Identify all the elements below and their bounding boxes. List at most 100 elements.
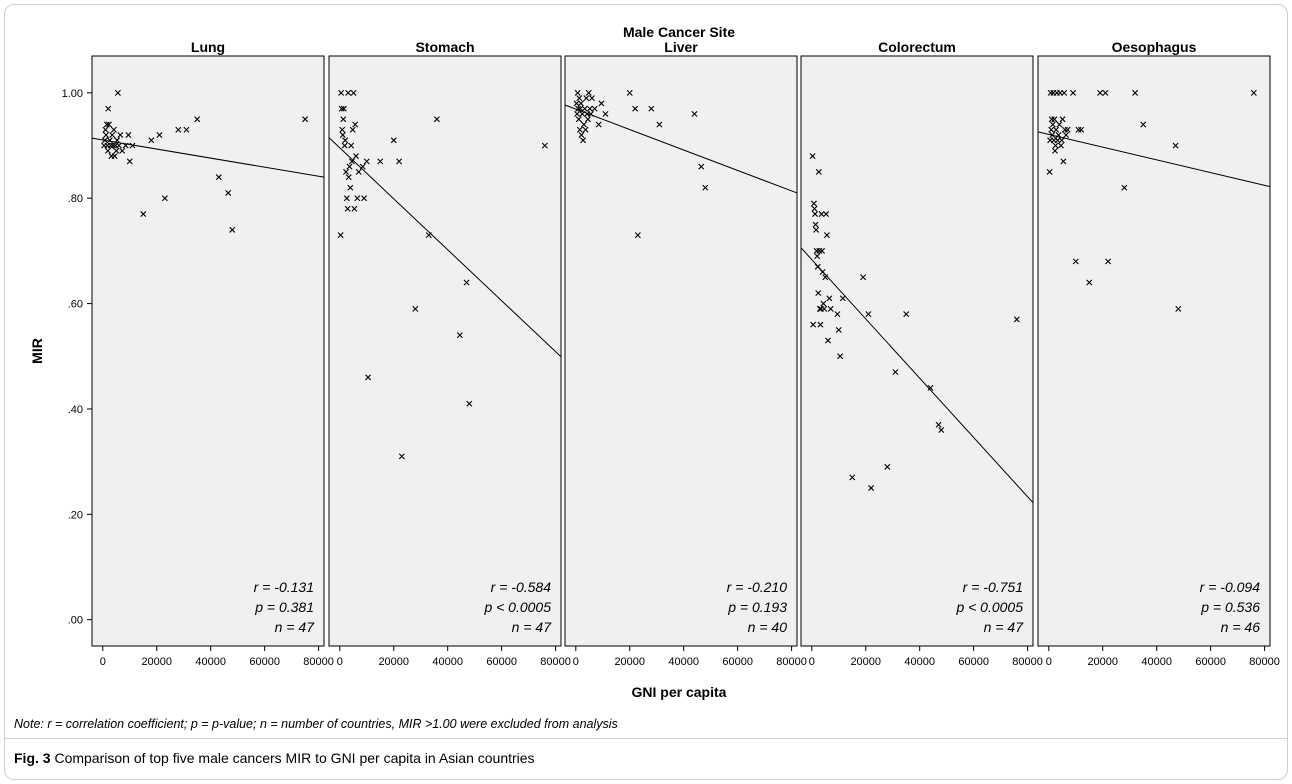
point-lung bbox=[215, 174, 222, 181]
point-colorectum bbox=[819, 268, 826, 275]
point-liver bbox=[587, 110, 594, 117]
point-liver bbox=[591, 105, 598, 112]
x-tick-label-stomach: 0 bbox=[337, 656, 343, 668]
point-liver bbox=[576, 126, 583, 133]
point-liver bbox=[582, 126, 589, 133]
point-liver bbox=[574, 110, 581, 117]
point-lung bbox=[125, 132, 132, 139]
point-oesophagus bbox=[1250, 89, 1257, 96]
x-tick-label-oesophagus: 80000 bbox=[1249, 656, 1280, 668]
point-oesophagus bbox=[1070, 89, 1077, 96]
point-stomach bbox=[345, 89, 352, 96]
point-liver bbox=[584, 116, 591, 123]
point-colorectum bbox=[837, 353, 844, 360]
point-colorectum bbox=[826, 295, 833, 302]
point-stomach bbox=[463, 279, 470, 286]
fit-line-lung bbox=[91, 137, 325, 178]
point-colorectum bbox=[839, 295, 846, 302]
point-liver bbox=[588, 95, 595, 102]
point-stomach bbox=[352, 121, 359, 128]
point-oesophagus bbox=[1175, 305, 1182, 312]
point-stomach bbox=[348, 142, 355, 149]
x-tick-label-liver: 20000 bbox=[614, 656, 645, 668]
x-tick-label-colorectum: 60000 bbox=[958, 656, 989, 668]
point-lung bbox=[113, 147, 120, 154]
point-liver bbox=[702, 184, 709, 191]
stat-oesophagus-0: r = -0.094 bbox=[1200, 579, 1261, 595]
fit-line-colorectum bbox=[800, 247, 1034, 504]
x-tick-label-colorectum: 40000 bbox=[904, 656, 935, 668]
point-stomach bbox=[352, 153, 359, 160]
point-lung bbox=[126, 158, 133, 165]
point-oesophagus bbox=[1072, 258, 1079, 265]
point-oesophagus bbox=[1052, 147, 1058, 154]
point-oesophagus bbox=[1105, 258, 1112, 265]
point-lung bbox=[110, 142, 117, 149]
fit-line-oesophagus bbox=[1037, 131, 1271, 188]
point-oesophagus bbox=[1097, 89, 1104, 96]
caption-divider bbox=[5, 738, 1287, 739]
point-lung bbox=[105, 105, 112, 112]
point-stomach bbox=[343, 168, 349, 175]
point-stomach bbox=[433, 116, 440, 123]
x-tick-label-lung: 60000 bbox=[249, 656, 280, 668]
point-colorectum bbox=[860, 274, 867, 281]
point-oesophagus bbox=[1046, 168, 1053, 175]
panel-title-lung: Lung bbox=[191, 39, 225, 55]
point-stomach bbox=[350, 89, 357, 96]
x-tick-label-stomach: 80000 bbox=[540, 656, 571, 668]
figure-caption-text: Comparison of top five male cancers MIR … bbox=[54, 750, 535, 766]
point-liver bbox=[575, 116, 582, 123]
point-liver bbox=[632, 105, 639, 112]
y-tick-label: 1.00 bbox=[62, 88, 83, 100]
point-lung bbox=[101, 137, 108, 144]
stat-stomach-1: p < 0.0005 bbox=[483, 599, 551, 615]
point-lung bbox=[229, 226, 236, 233]
point-oesophagus bbox=[1060, 158, 1067, 165]
point-colorectum bbox=[823, 211, 830, 218]
point-oesophagus bbox=[1078, 126, 1085, 133]
stat-oesophagus-1: p = 0.536 bbox=[1200, 599, 1260, 615]
point-liver bbox=[573, 100, 580, 107]
point-oesophagus bbox=[1048, 126, 1055, 133]
point-liver bbox=[583, 95, 590, 102]
point-lung bbox=[103, 132, 110, 139]
point-colorectum bbox=[821, 305, 828, 312]
point-lung bbox=[110, 126, 117, 133]
point-lung bbox=[114, 89, 121, 96]
point-lung bbox=[102, 126, 109, 133]
x-tick-label-oesophagus: 60000 bbox=[1195, 656, 1226, 668]
panel-bg-lung bbox=[91, 55, 325, 647]
panel-bg-colorectum bbox=[800, 55, 1034, 647]
point-liver bbox=[656, 121, 663, 128]
point-lung bbox=[104, 147, 111, 154]
point-lung bbox=[106, 137, 113, 144]
point-lung bbox=[161, 195, 168, 202]
x-tick-label-colorectum: 0 bbox=[809, 656, 815, 668]
point-lung bbox=[117, 132, 124, 139]
point-stomach bbox=[341, 142, 348, 149]
point-lung bbox=[302, 116, 309, 123]
point-colorectum bbox=[815, 290, 822, 297]
point-lung bbox=[140, 211, 147, 218]
point-stomach bbox=[363, 158, 370, 165]
point-stomach bbox=[390, 137, 397, 144]
figure-note: Note: r = correlation coefficient; p = p… bbox=[14, 717, 618, 731]
point-liver bbox=[626, 89, 633, 96]
point-lung bbox=[111, 153, 118, 160]
point-colorectum bbox=[884, 463, 891, 470]
point-oesophagus bbox=[1055, 132, 1062, 139]
y-tick-label: .00 bbox=[68, 615, 83, 627]
point-lung bbox=[148, 137, 155, 144]
figure-label: Fig. 3 bbox=[14, 750, 51, 766]
y-tick-label: .40 bbox=[68, 404, 83, 416]
point-oesophagus bbox=[1051, 116, 1058, 123]
point-lung bbox=[225, 189, 232, 196]
point-colorectum bbox=[868, 484, 875, 491]
point-stomach bbox=[466, 400, 473, 407]
point-stomach bbox=[344, 205, 351, 212]
stat-stomach-2: n = 47 bbox=[512, 619, 553, 635]
point-stomach bbox=[377, 158, 384, 165]
point-liver bbox=[586, 105, 593, 112]
point-colorectum bbox=[812, 221, 819, 228]
